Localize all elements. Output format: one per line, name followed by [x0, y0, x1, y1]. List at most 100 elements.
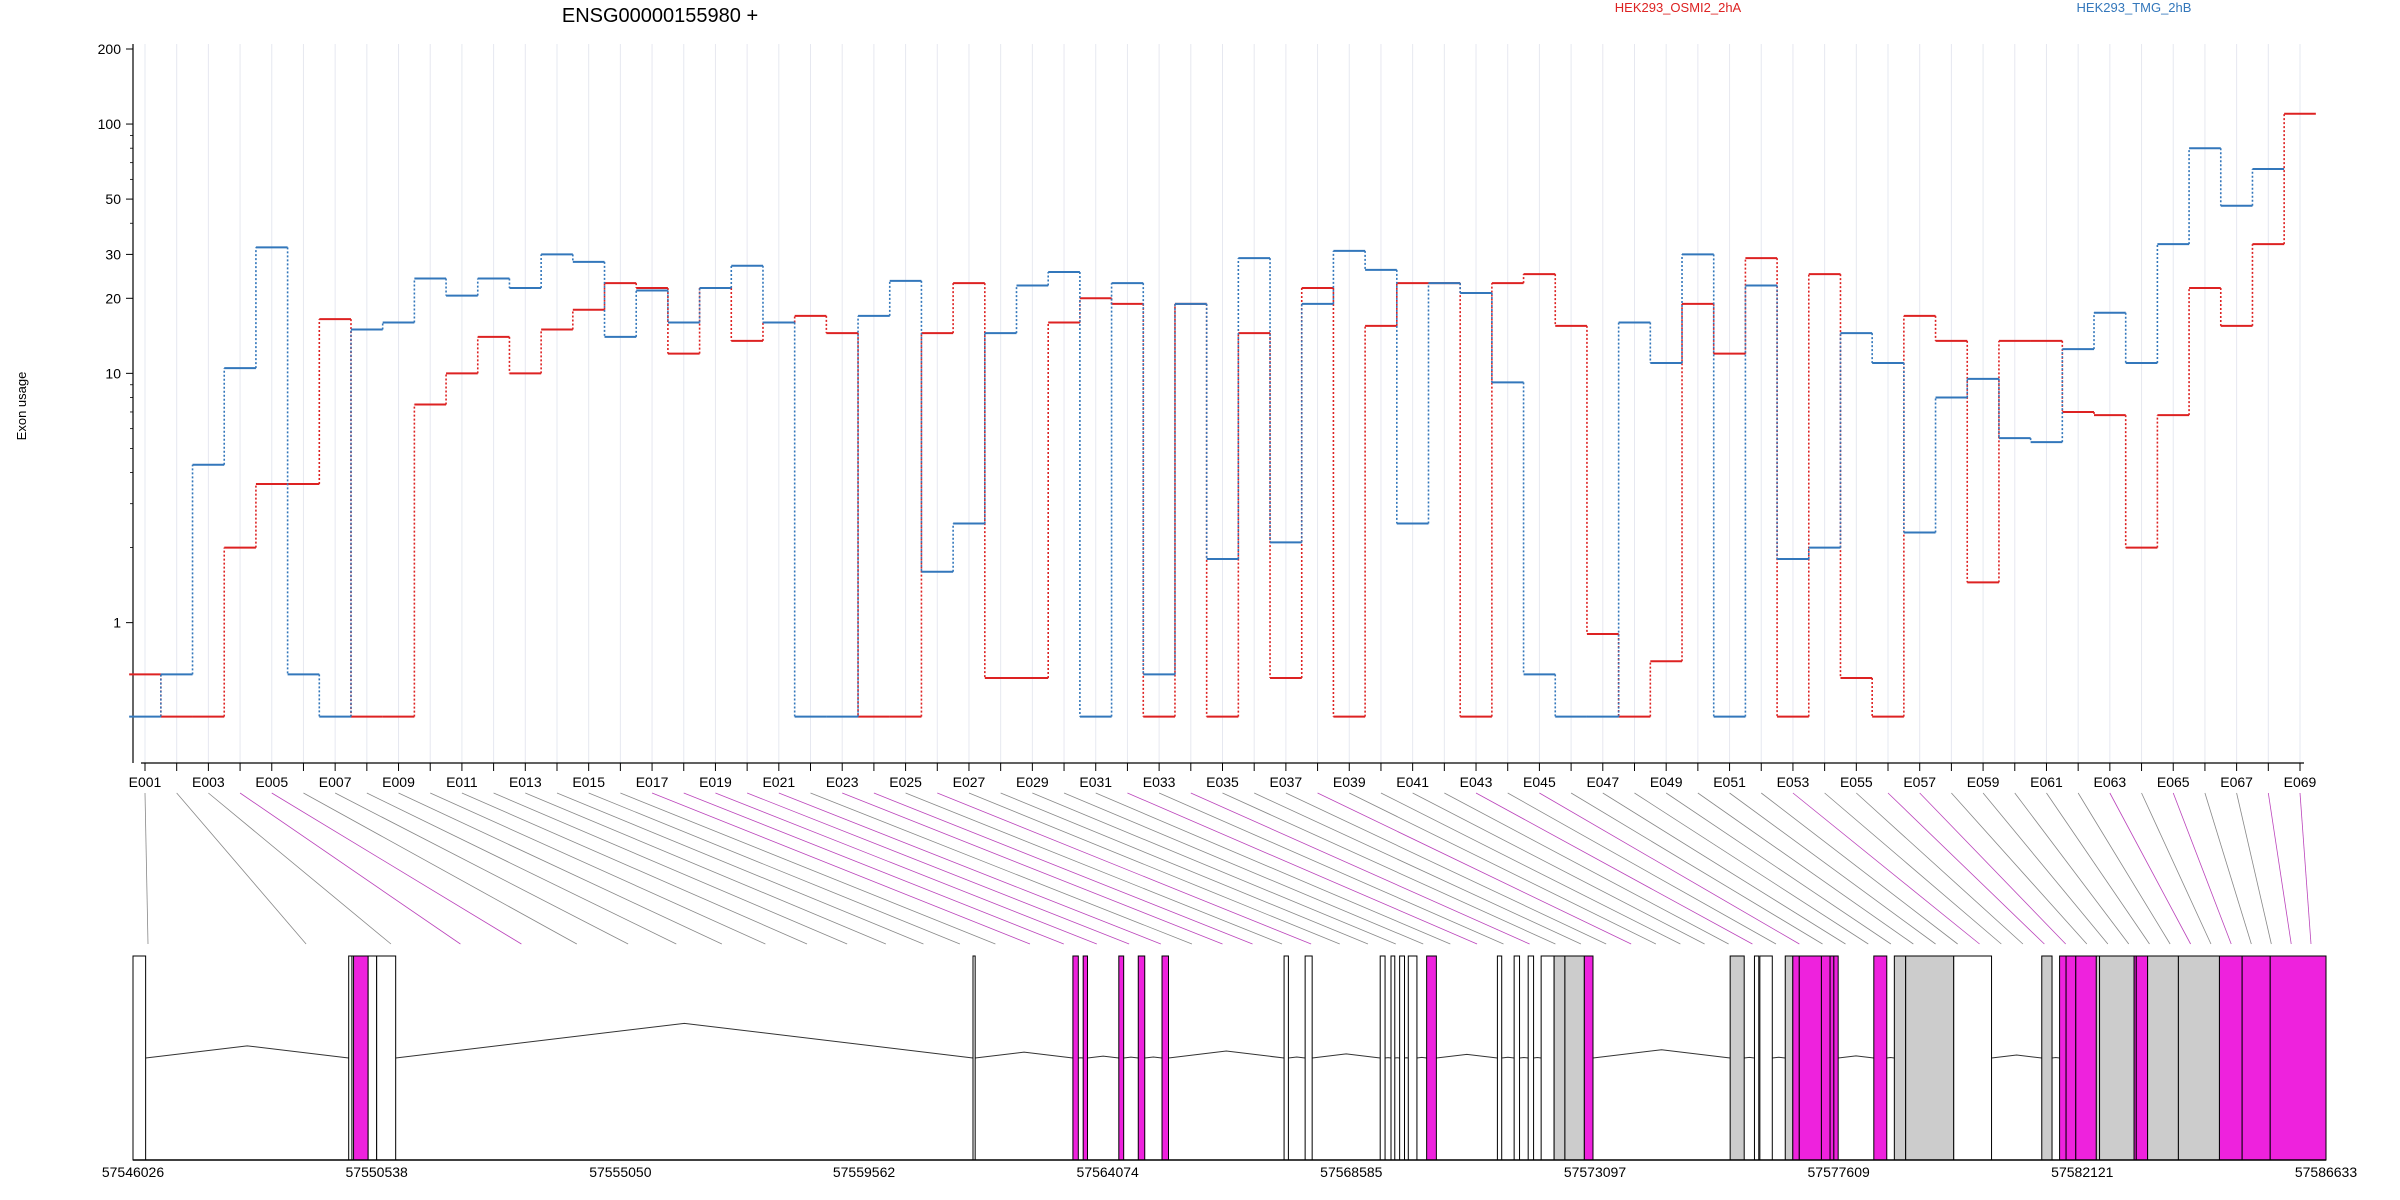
exon-block [1399, 955, 1406, 1161]
exon-link [2172, 792, 2232, 945]
legend-series-osmi: HEK293_OSMI2_2hA [1615, 0, 1742, 15]
intron [1838, 1055, 1874, 1059]
exon-link [1919, 792, 2066, 945]
y-tick-label: 20 [105, 290, 121, 306]
x-tick-label: E027 [953, 774, 986, 790]
intron [1288, 1056, 1306, 1059]
exon-block [2241, 955, 2271, 1161]
x-tick-label: E005 [255, 774, 288, 790]
exon-link [746, 792, 1130, 945]
intron [1144, 1056, 1163, 1059]
intron [1436, 1053, 1498, 1059]
genomic-coordinates: 57546026 57550538 57555050 57559562 57564074… [102, 1159, 2358, 1180]
exon-link [905, 792, 1283, 945]
intron [1592, 1049, 1731, 1059]
intron [975, 1051, 1073, 1059]
x-axis: E001 E003 E005 E007 E009 E011 E013 E015 E017 E019… [129, 762, 2317, 790]
y-axis-label: Exon usage [14, 372, 29, 441]
exon-link [1254, 792, 1582, 945]
coordinate-label: 57559562 [833, 1164, 896, 1180]
exon-block [1390, 955, 1396, 1161]
exon-link [334, 792, 629, 945]
exon-link [2046, 792, 2150, 945]
x-tick-label: E025 [889, 774, 922, 790]
coordinate-label: 57577609 [1808, 1164, 1871, 1180]
intron [1416, 1056, 1427, 1059]
exon-link [239, 792, 461, 945]
exon-link [1475, 792, 1753, 945]
exon-block [1426, 955, 1437, 1161]
x-tick-label: E001 [129, 774, 162, 790]
x-tick-label: E017 [636, 774, 669, 790]
exon-link [1127, 792, 1478, 945]
gene-model [132, 955, 2327, 1161]
exon-link [461, 792, 808, 945]
exon-link [2077, 792, 2171, 945]
x-tick-label: E061 [2030, 774, 2063, 790]
exon-block [1161, 955, 1170, 1161]
x-tick-label: E037 [1270, 774, 1303, 790]
exon-block [1583, 955, 1594, 1161]
y-tick-label: 50 [105, 191, 121, 207]
y-tick-label: 1 [113, 615, 121, 631]
exon-block [1304, 955, 1313, 1161]
exon-link [1824, 792, 2002, 945]
coordinate-label: 57586633 [2295, 1164, 2358, 1180]
x-tick-label: E039 [1333, 774, 1366, 790]
exon-block [1527, 955, 1535, 1161]
exon-block [1792, 955, 1800, 1161]
x-tick-label: E035 [1206, 774, 1239, 790]
exon-link [1887, 792, 2045, 945]
exon-block [132, 955, 147, 1161]
exon-block [2177, 955, 2220, 1161]
exon-link [176, 792, 307, 945]
exon-link [556, 792, 924, 945]
y-tick-label: 200 [98, 41, 122, 57]
exon-link [1982, 792, 2109, 945]
exon-block [2065, 955, 2077, 1161]
x-tick-label: E045 [1523, 774, 1556, 790]
exon-block [1833, 955, 1839, 1161]
exon-block [1905, 955, 1955, 1161]
exon-link [1222, 792, 1556, 945]
x-tick-label: E051 [1713, 774, 1746, 790]
exon-link [1412, 792, 1705, 945]
x-tick-label: E019 [699, 774, 732, 790]
exon-block [1118, 955, 1125, 1161]
intron [1123, 1056, 1139, 1059]
intron [1168, 1050, 1285, 1059]
exon-block [1893, 955, 1907, 1161]
coordinate-label: 57582121 [2051, 1164, 2114, 1180]
x-tick-label: E007 [319, 774, 352, 790]
exon-link [366, 792, 677, 945]
exon-link [1158, 792, 1504, 945]
exon-link [937, 792, 1312, 945]
intron [1312, 1053, 1381, 1059]
exon-link [1349, 792, 1657, 945]
exon-link [1444, 792, 1729, 945]
exon-link [1602, 792, 1846, 945]
exon-block [1082, 955, 1088, 1161]
exon-block [1820, 955, 1831, 1161]
y-axis: 1 10 20 30 50 100 200 [98, 41, 134, 763]
exon-link [144, 792, 149, 945]
exon-link [208, 792, 392, 945]
exon-block [1953, 955, 1993, 1161]
exon-link [968, 792, 1340, 945]
x-tick-label: E057 [1903, 774, 1936, 790]
exon-block [1873, 955, 1888, 1161]
exon-block [1729, 955, 1745, 1161]
exon-link [525, 792, 887, 945]
coordinate-label: 57573097 [1564, 1164, 1627, 1180]
exon-link [271, 792, 522, 945]
exon-link [1190, 792, 1530, 945]
series-1 [129, 147, 2285, 718]
intron [395, 1022, 974, 1059]
series-lines [129, 112, 2316, 718]
exon-block [1798, 955, 1822, 1161]
chart-title: ENSG00000155980 + [562, 5, 758, 27]
intron [1744, 1056, 1755, 1059]
exon-link [1380, 792, 1681, 945]
